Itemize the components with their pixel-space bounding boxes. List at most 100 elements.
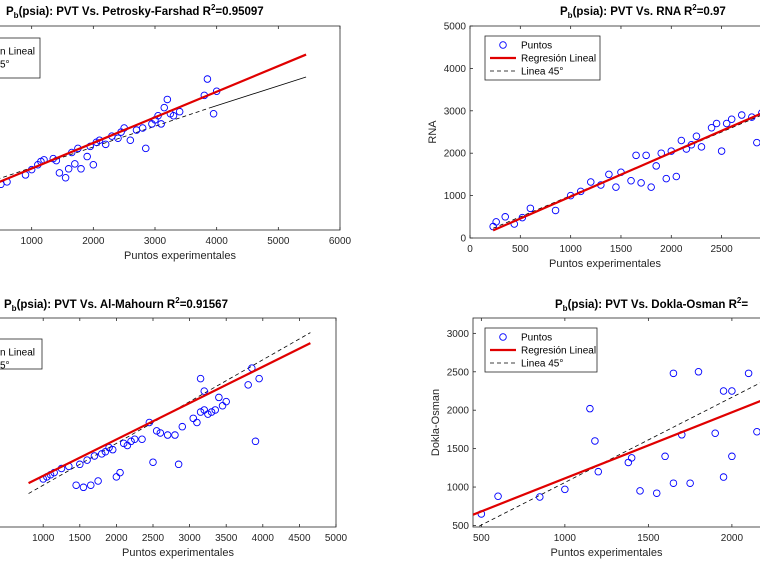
data-point	[586, 404, 594, 413]
legend-entry-label: Puntos	[521, 333, 552, 344]
data-point	[627, 454, 636, 462]
data-point	[647, 183, 655, 191]
data-point	[200, 406, 208, 414]
data-point	[157, 120, 165, 128]
data-point	[669, 479, 678, 487]
x-tick-label: 3500	[215, 533, 238, 544]
data-point	[652, 489, 661, 497]
x-tick-label: 2000	[105, 533, 128, 544]
data-point	[116, 468, 124, 477]
x-tick-label: 1500	[69, 533, 92, 544]
x-tick-label: 2000	[660, 244, 683, 255]
data-point	[717, 147, 726, 155]
chart-panel-2: 0500100015002000250030000100020003000400…	[427, 3, 760, 270]
regression-line	[473, 400, 760, 516]
x-axis-label: Puntos experimentales	[124, 250, 236, 262]
data-point	[222, 397, 230, 406]
data-point	[594, 467, 603, 476]
x-tick-label: 500	[512, 244, 529, 255]
data-point	[692, 132, 701, 140]
data-point	[83, 152, 91, 161]
title-part: =0.97	[697, 6, 726, 18]
data-point	[163, 95, 172, 104]
data-point	[138, 435, 146, 443]
y-axis-label: Dokla-Osman	[430, 389, 442, 456]
data-point	[72, 481, 80, 489]
y-tick-label: 2000	[447, 406, 470, 417]
title-superscript: 2	[175, 296, 180, 305]
legend-entry-label: Regresión Lineal	[521, 54, 596, 65]
plot-data-layer	[28, 332, 311, 494]
x-tick-label: 5000	[325, 533, 348, 544]
data-point	[492, 218, 500, 226]
chart-panel-4: 500 1000 1500 2000 500 1000 1500 2000 2500 3000 Pb…	[430, 296, 760, 559]
data-point	[218, 402, 227, 410]
data-point	[196, 408, 205, 416]
data-point	[642, 151, 650, 160]
data-point	[114, 134, 122, 142]
data-point	[189, 414, 198, 423]
data-point	[126, 136, 135, 144]
data-point	[627, 177, 635, 185]
data-point	[694, 368, 703, 376]
x-tick-label: 5000	[267, 236, 290, 247]
data-point	[255, 374, 263, 383]
plot-area-frame	[0, 25, 341, 231]
data-point	[753, 427, 760, 436]
data-point	[98, 450, 106, 458]
data-point	[587, 178, 595, 186]
x-tick-label: 2500	[142, 533, 165, 544]
x-tick-label: 1500	[637, 533, 660, 544]
data-point	[87, 481, 95, 489]
data-point	[737, 111, 746, 119]
chart-title: Pb(psia): PVT Vs. Al-Mahourn R2=0.91567	[4, 296, 228, 313]
y-tick-label: 0	[460, 234, 466, 245]
chart-panel-3: 1000 1500 2000 2500 3000 3500 4000 4500 5000 Pb(p…	[0, 296, 348, 559]
plot-data-layer	[0, 53, 307, 189]
title-superscript: 2	[737, 296, 742, 305]
data-point	[719, 387, 728, 395]
x-tick-label: 1000	[21, 236, 44, 247]
data-point	[728, 387, 736, 395]
data-point	[127, 437, 135, 446]
y-tick-label: 500	[452, 521, 469, 532]
data-point	[71, 160, 79, 168]
data-point	[605, 170, 613, 179]
y-tick-label: 1000	[447, 483, 470, 494]
data-point	[661, 452, 669, 461]
data-point	[61, 174, 70, 182]
y-tick-label: 1500	[447, 444, 470, 455]
title-part: =	[741, 299, 748, 311]
legend: Puntos Regresión Lineal Linea 45°	[484, 35, 601, 81]
x-tick-label: 2500	[710, 244, 733, 255]
legend-entry-label: 5°	[0, 60, 10, 71]
data-point	[101, 448, 110, 456]
data-point	[101, 140, 110, 149]
title-subscript: b	[12, 304, 17, 313]
data-point	[719, 473, 728, 481]
line-45-degree	[0, 107, 211, 179]
legend-entry-label: n Lineal	[0, 47, 35, 58]
data-point	[156, 429, 165, 437]
data-point	[77, 165, 85, 173]
data-point	[207, 408, 216, 416]
legend-box	[0, 338, 43, 370]
data-point	[138, 124, 147, 132]
legend-entry-label: Linea 45°	[521, 359, 563, 370]
x-tick-label: 1500	[610, 244, 633, 255]
x-tick-label: 3000	[144, 236, 167, 247]
data-point	[662, 174, 671, 183]
data-point	[551, 206, 560, 215]
regression-line	[492, 112, 760, 232]
y-tick-label: 3000	[447, 329, 470, 340]
chart-panel-1: 1000 2000 3000 4000 5000 6000 Pb(psia): PVT Vs…	[0, 3, 352, 262]
chart-title: Pb(psia): PVT Vs. RNA R2=0.97	[560, 3, 726, 20]
x-tick-label: 3000	[178, 533, 201, 544]
data-point	[744, 369, 753, 378]
data-point	[112, 473, 121, 481]
title-part: =0.91567	[180, 299, 228, 311]
data-point	[130, 435, 139, 443]
x-tick-label: 6000	[329, 236, 352, 247]
legend-entry-label: n Lineal	[0, 348, 35, 359]
chart-title: Pb(psia): PVT Vs. Dokla-Osman R2=	[555, 296, 748, 313]
